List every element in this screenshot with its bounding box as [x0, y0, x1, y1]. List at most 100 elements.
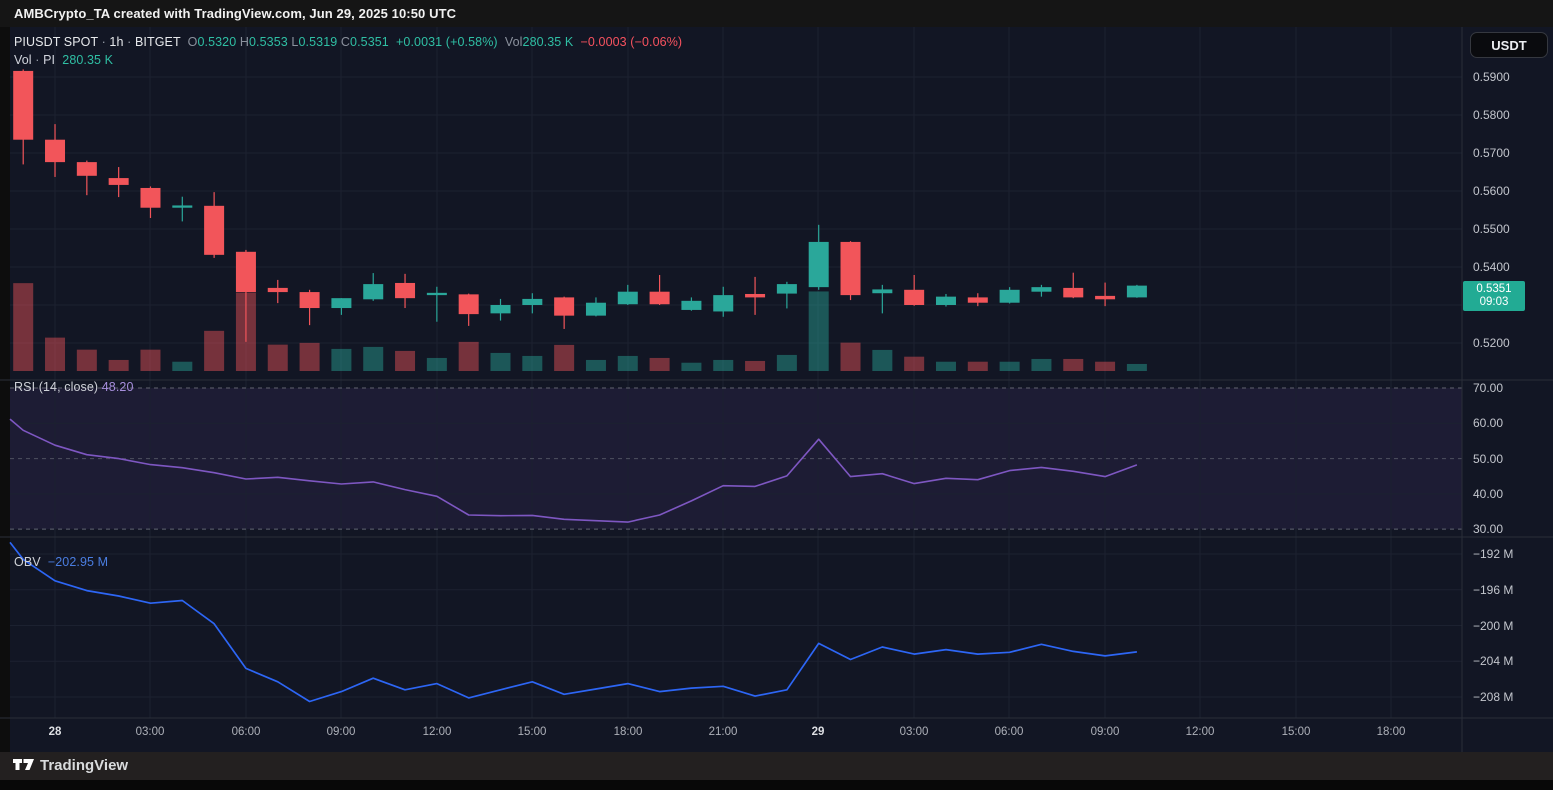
volume-bar	[841, 343, 861, 371]
price-axis-label: 0.5600	[1473, 184, 1510, 198]
volume-bar	[745, 361, 765, 371]
volume-bar	[777, 355, 797, 371]
volume-bar	[936, 362, 956, 371]
candle-body	[968, 297, 988, 302]
obv-indicator-legend[interactable]: OBV −202.95 M	[14, 555, 108, 569]
header-bar: AMBCrypto_TA created with TradingView.co…	[0, 0, 1553, 27]
rsi-indicator-legend[interactable]: RSI (14, close) 48.20	[14, 380, 134, 394]
volume-bar	[300, 343, 320, 371]
candle-body	[809, 242, 829, 287]
rsi-axis-label: 60.00	[1473, 416, 1503, 430]
candle-body	[236, 252, 256, 292]
time-axis-label: 03:00	[882, 726, 946, 738]
candle-body	[427, 293, 447, 295]
legend-part: 1h	[109, 35, 123, 49]
candle-body	[331, 298, 351, 308]
candle-body	[586, 303, 606, 316]
candle-body	[140, 188, 160, 208]
volume-bar	[109, 360, 129, 371]
volume-bar	[872, 350, 892, 371]
volume-bar	[809, 291, 829, 371]
volume-bar	[650, 358, 670, 371]
legend-part: PI	[43, 53, 55, 67]
legend-part: 0.5351	[350, 35, 389, 49]
volume-bar	[554, 345, 574, 371]
price-axis-label: 0.5400	[1473, 260, 1510, 274]
volume-bar	[172, 362, 192, 371]
candle-body	[300, 292, 320, 308]
time-axis-label: 12:00	[405, 726, 469, 738]
candle-body	[109, 178, 129, 185]
time-axis-label: 12:00	[1168, 726, 1232, 738]
candle-body	[1063, 288, 1083, 298]
volume-bar	[459, 342, 479, 371]
last-price-badge: 0.5351 09:03	[1463, 281, 1525, 311]
candle-body	[1127, 286, 1147, 298]
time-axis-label: 06:00	[977, 726, 1041, 738]
legend-part: C	[337, 35, 350, 49]
volume-bar	[395, 351, 415, 371]
price-axis-label: 0.5900	[1473, 70, 1510, 84]
legend-part: Vol	[498, 35, 523, 49]
bar-countdown: 09:03	[1463, 296, 1525, 309]
time-axis-label: 28	[23, 726, 87, 738]
time-axis-label: 29	[786, 726, 850, 738]
legend-part: O	[180, 35, 197, 49]
volume-bar	[618, 356, 638, 371]
volume-bar	[1127, 364, 1147, 371]
legend-part: −202.95 M	[44, 555, 108, 569]
volume-bar	[45, 338, 65, 371]
bottom-bar: TradingView	[0, 752, 1553, 790]
obv-line	[10, 542, 1137, 701]
candle-body	[172, 205, 192, 207]
candle-body	[777, 284, 797, 294]
legend-part: 280.35 K	[55, 53, 113, 67]
candle-body	[45, 140, 65, 162]
chart-canvas[interactable]	[0, 27, 1553, 752]
volume-bar	[586, 360, 606, 371]
time-axis-label: 18:00	[1359, 726, 1423, 738]
symbol-legend[interactable]: PIUSDT SPOT · 1h · BITGET O0.5320 H0.535…	[14, 35, 682, 49]
tradingview-wordmark[interactable]: TradingView	[40, 757, 128, 774]
candle-body	[1000, 290, 1020, 303]
rsi-axis-label: 70.00	[1473, 381, 1503, 395]
candle-body	[618, 292, 638, 305]
candle-body	[1095, 296, 1115, 299]
currency-toggle-button[interactable]: USDT	[1470, 32, 1548, 58]
time-axis-label: 18:00	[596, 726, 660, 738]
obv-axis-label: −192 M	[1473, 547, 1513, 561]
tradingview-logo-icon[interactable]	[13, 758, 35, 779]
legend-part: ·	[124, 35, 135, 49]
volume-bar	[1031, 359, 1051, 371]
last-price-value: 0.5351	[1463, 283, 1525, 296]
candle-body	[554, 297, 574, 315]
volume-bar	[968, 362, 988, 371]
legend-part: 48.20	[102, 380, 134, 394]
legend-part: BITGET	[135, 35, 181, 49]
candle-body	[904, 290, 924, 305]
time-axis-label: 03:00	[118, 726, 182, 738]
volume-bar	[140, 350, 160, 371]
volume-indicator-legend[interactable]: Vol · PI 280.35 K	[14, 53, 113, 67]
candle-body	[1031, 287, 1051, 292]
time-axis-label: 09:00	[309, 726, 373, 738]
obv-axis-label: −196 M	[1473, 583, 1513, 597]
obv-axis-label: −204 M	[1473, 654, 1513, 668]
price-axis-label: 0.5200	[1473, 336, 1510, 350]
volume-bar	[491, 353, 511, 371]
volume-bar	[268, 345, 288, 371]
obv-axis-label: −200 M	[1473, 619, 1513, 633]
volume-bar	[1063, 359, 1083, 371]
rsi-axis-label: 50.00	[1473, 452, 1503, 466]
footer-strip: TradingView	[0, 752, 1553, 780]
price-axis-label: 0.5800	[1473, 108, 1510, 122]
legend-part: 0.5320	[197, 35, 236, 49]
legend-part: 0.5353	[249, 35, 288, 49]
legend-part: RSI (14, close)	[14, 380, 102, 394]
candle-body	[491, 305, 511, 313]
candle-body	[268, 288, 288, 292]
volume-bar	[13, 283, 33, 371]
volume-bar	[904, 357, 924, 371]
volume-bar	[522, 356, 542, 371]
chart-area[interactable]: PIUSDT SPOT · 1h · BITGET O0.5320 H0.535…	[0, 27, 1553, 752]
